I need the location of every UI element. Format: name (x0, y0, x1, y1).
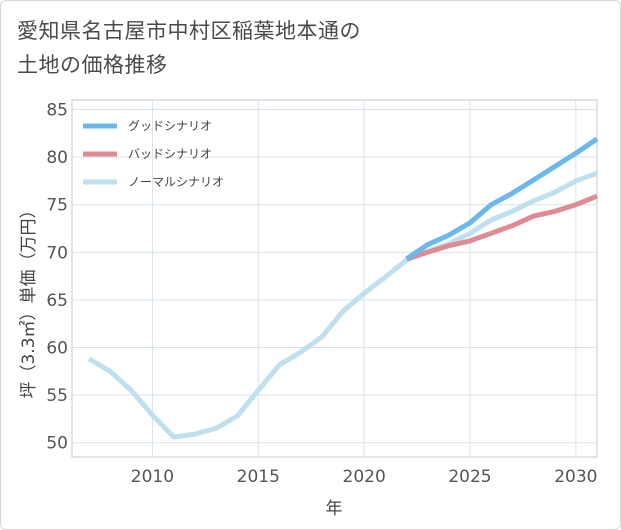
x-tick-label: 2020 (343, 467, 386, 487)
chart-title: 愛知県名古屋市中村区稲葉地本通の 土地の価格推移 (17, 14, 361, 82)
grid-lines (72, 100, 597, 457)
series-line-good (405, 136, 599, 262)
chart-title-line-2: 土地の価格推移 (17, 53, 168, 77)
x-tick-label: 2025 (448, 467, 491, 487)
legend-label: グッドシナリオ (128, 119, 212, 133)
x-tick-labels: 2010 2015 2020 2025 2030 (131, 467, 598, 487)
x-axis-label: 年 (326, 499, 343, 519)
series-line-bad (405, 193, 598, 262)
y-tick-label: 80 (46, 148, 68, 168)
y-tick-label: 70 (46, 243, 68, 263)
y-tick-label: 85 (46, 101, 68, 121)
legend-label: バッドシナリオ (128, 147, 212, 161)
y-tick-labels: 50 55 60 65 70 75 80 85 (46, 101, 68, 454)
y-tick-label: 55 (46, 386, 68, 406)
y-tick-label: 65 (46, 291, 68, 311)
y-tick-label: 60 (46, 339, 68, 359)
series-line-normal (87, 170, 598, 440)
chart-title-line-1: 愛知県名古屋市中村区稲葉地本通の (17, 19, 361, 43)
y-tick-label: 75 (46, 196, 68, 216)
x-tick-label: 2015 (237, 467, 280, 487)
y-axis-label: 坪（3.3㎡）単価（万円） (19, 201, 39, 398)
x-tick-label: 2010 (131, 467, 174, 487)
series-lines (87, 136, 599, 440)
legend-label: ノーマルシナリオ (128, 175, 224, 189)
x-tick-label: 2030 (554, 467, 597, 487)
plot-area (71, 99, 598, 458)
y-tick-label: 50 (46, 434, 68, 454)
